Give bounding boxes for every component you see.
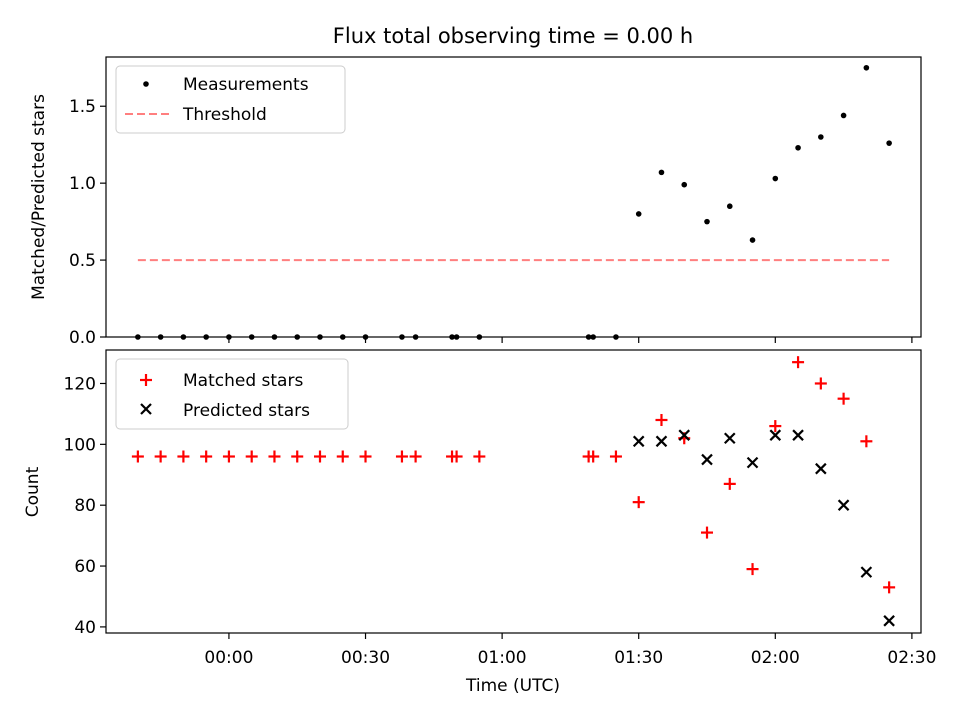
matched-star-point bbox=[473, 450, 486, 463]
predicted-star-point bbox=[769, 429, 782, 441]
x-tick-label: 01:30 bbox=[614, 648, 663, 668]
top-legend-box bbox=[115, 65, 346, 134]
bottom-y-tick-label: 120 bbox=[64, 374, 96, 394]
predicted-star-point bbox=[655, 435, 668, 448]
bottom-panel: 40 60 80 100 120 00:00 00:30 01:00 01:30 02:00 02… bbox=[23, 349, 936, 696]
top-y-tick-label: 1.5 bbox=[69, 97, 96, 117]
bottom-y-tick-label: 40 bbox=[74, 618, 96, 638]
matched-star-point bbox=[409, 450, 422, 463]
top-panel: 0.0 0.5 1.0 1.5 Matched/Predicted stars Mea… bbox=[29, 56, 922, 348]
bottom-legend-box bbox=[115, 358, 349, 430]
bottom-y-tick-label: 80 bbox=[74, 496, 96, 516]
x-tick-label: 01:00 bbox=[478, 648, 527, 668]
matched-star-point bbox=[814, 377, 827, 390]
legend-measurements-label: Measurements bbox=[183, 75, 309, 95]
top-x-axis bbox=[228, 337, 913, 343]
predicted-star-point bbox=[792, 429, 804, 441]
top-y-tick-label: 0.5 bbox=[69, 251, 96, 271]
matched-star-point bbox=[701, 526, 714, 539]
bottom-y-axis: 40 60 80 100 120 bbox=[64, 374, 106, 638]
chart-title: Flux total observing time = 0.00 h bbox=[333, 24, 693, 48]
matched-star-point bbox=[154, 450, 167, 463]
x-tick-label: 02:00 bbox=[751, 648, 800, 668]
matched-star-point bbox=[450, 450, 463, 463]
x-tick-label: 02:30 bbox=[887, 648, 936, 668]
matched-star-point bbox=[131, 450, 144, 463]
matched-star-point bbox=[177, 450, 190, 463]
matched-star-point bbox=[746, 563, 759, 576]
measurement-point bbox=[772, 175, 779, 182]
matched-star-point bbox=[769, 420, 782, 433]
matched-star-point bbox=[792, 356, 805, 369]
bottom-plot-area bbox=[131, 356, 896, 627]
matched-star-point bbox=[609, 450, 622, 463]
predicted-star-point bbox=[815, 462, 827, 475]
matched-star-point bbox=[655, 413, 668, 426]
matched-star-point bbox=[723, 477, 736, 490]
matched-star-point bbox=[200, 450, 213, 463]
top-y-tick-label: 1.0 bbox=[69, 174, 96, 194]
matched-star-point bbox=[291, 450, 304, 463]
predicted-star-point bbox=[883, 615, 895, 627]
measurement-point bbox=[795, 144, 801, 151]
legend-predicted-label: Predicted stars bbox=[183, 401, 310, 421]
predicted-star-point bbox=[723, 432, 736, 445]
matched-star-point bbox=[268, 450, 281, 463]
matched-star-point bbox=[587, 450, 600, 463]
bottom-x-axis: 00:00 00:30 01:00 01:30 02:00 02:30 bbox=[204, 633, 936, 668]
legend-measurements-marker bbox=[143, 81, 149, 87]
matched-star-point bbox=[313, 450, 326, 463]
x-tick-label: 00:30 bbox=[341, 648, 390, 668]
matched-star-point bbox=[632, 496, 645, 509]
bottom-legend: Matched stars Predicted stars bbox=[115, 358, 349, 430]
matched-star-point bbox=[883, 581, 896, 594]
measurement-point bbox=[840, 112, 847, 119]
top-y-tick-label: 0.0 bbox=[69, 328, 96, 348]
measurement-point bbox=[818, 134, 824, 140]
measurement-point bbox=[863, 64, 870, 71]
measurement-point bbox=[704, 218, 710, 225]
matched-star-point bbox=[395, 450, 408, 463]
bottom-y-axis-label: Count bbox=[23, 466, 43, 517]
matched-star-point bbox=[837, 392, 850, 405]
matched-star-point bbox=[222, 450, 235, 463]
top-y-axis: 0.0 0.5 1.0 1.5 bbox=[69, 97, 106, 348]
predicted-star-point bbox=[860, 566, 873, 578]
measurement-point bbox=[658, 169, 665, 176]
measurement-point bbox=[749, 237, 756, 243]
measurement-point bbox=[635, 211, 642, 217]
top-axes-frame bbox=[105, 56, 922, 338]
predicted-star-point bbox=[701, 453, 713, 466]
bottom-axes-frame bbox=[105, 349, 922, 634]
matched-star-point bbox=[245, 450, 258, 463]
bottom-y-tick-label: 60 bbox=[74, 557, 96, 577]
predicted-star-point bbox=[632, 435, 645, 448]
legend-threshold-label: Threshold bbox=[182, 105, 267, 125]
bottom-y-tick-label: 100 bbox=[64, 435, 96, 455]
x-axis-label: Time (UTC) bbox=[465, 676, 560, 696]
measurement-point bbox=[681, 181, 688, 188]
matched-star-point bbox=[860, 435, 873, 448]
matched-star-point bbox=[336, 450, 349, 463]
x-tick-label: 00:00 bbox=[204, 648, 253, 668]
predicted-star-point bbox=[746, 456, 759, 469]
measurement-point bbox=[886, 140, 892, 146]
predicted-star-point bbox=[678, 429, 691, 441]
top-legend: Measurements Threshold bbox=[115, 65, 346, 134]
legend-predicted-marker bbox=[140, 403, 152, 415]
measurement-point bbox=[726, 203, 733, 210]
legend-matched-label: Matched stars bbox=[183, 371, 303, 391]
legend-matched-marker bbox=[140, 374, 152, 386]
predicted-star-point bbox=[837, 499, 850, 511]
top-y-axis-label: Matched/Predicted stars bbox=[29, 94, 49, 300]
matched-star-point bbox=[359, 450, 372, 463]
